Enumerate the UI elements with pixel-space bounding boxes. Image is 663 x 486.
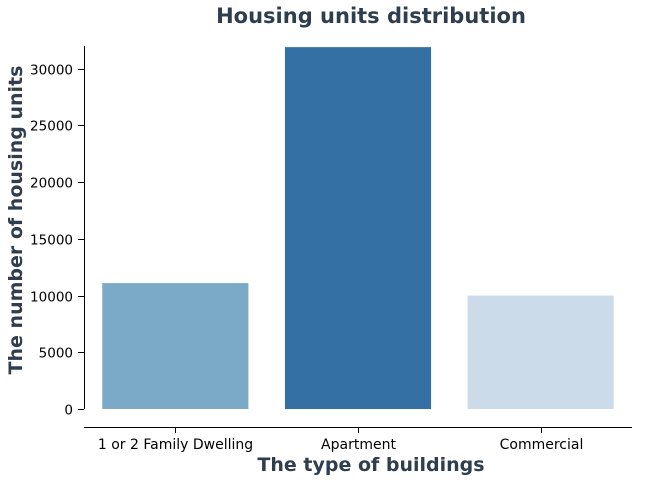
x-axis-title: The type of buildings <box>257 454 484 476</box>
x-tick-label-1-or-2-family-dwelling: 1 or 2 Family Dwelling <box>98 437 253 453</box>
y-axis-title: The number of housing units <box>5 66 27 375</box>
chart-title: Housing units distribution <box>216 4 526 28</box>
x-tick-label-commercial: Commercial <box>500 437 584 453</box>
bars-group <box>102 47 614 409</box>
y-tick-label: 10000 <box>30 290 73 306</box>
bar-1-or-2-family-dwelling <box>102 283 249 409</box>
x-axis-ticks: 1 or 2 Family Dwelling Apartment Commercia… <box>98 427 584 453</box>
y-tick-label: 0 <box>64 403 73 419</box>
y-tick-label: 30000 <box>30 63 73 79</box>
y-axis-ticks: 0 5000 10000 15000 20000 25000 30000 <box>30 63 84 419</box>
y-tick-label: 15000 <box>30 233 73 249</box>
x-tick-label-apartment: Apartment <box>321 437 396 453</box>
y-tick-label: 25000 <box>30 119 73 135</box>
y-tick-label: 5000 <box>39 346 73 362</box>
bar-apartment <box>284 47 432 409</box>
bar-commercial <box>467 295 614 409</box>
y-tick-label: 20000 <box>30 176 73 192</box>
